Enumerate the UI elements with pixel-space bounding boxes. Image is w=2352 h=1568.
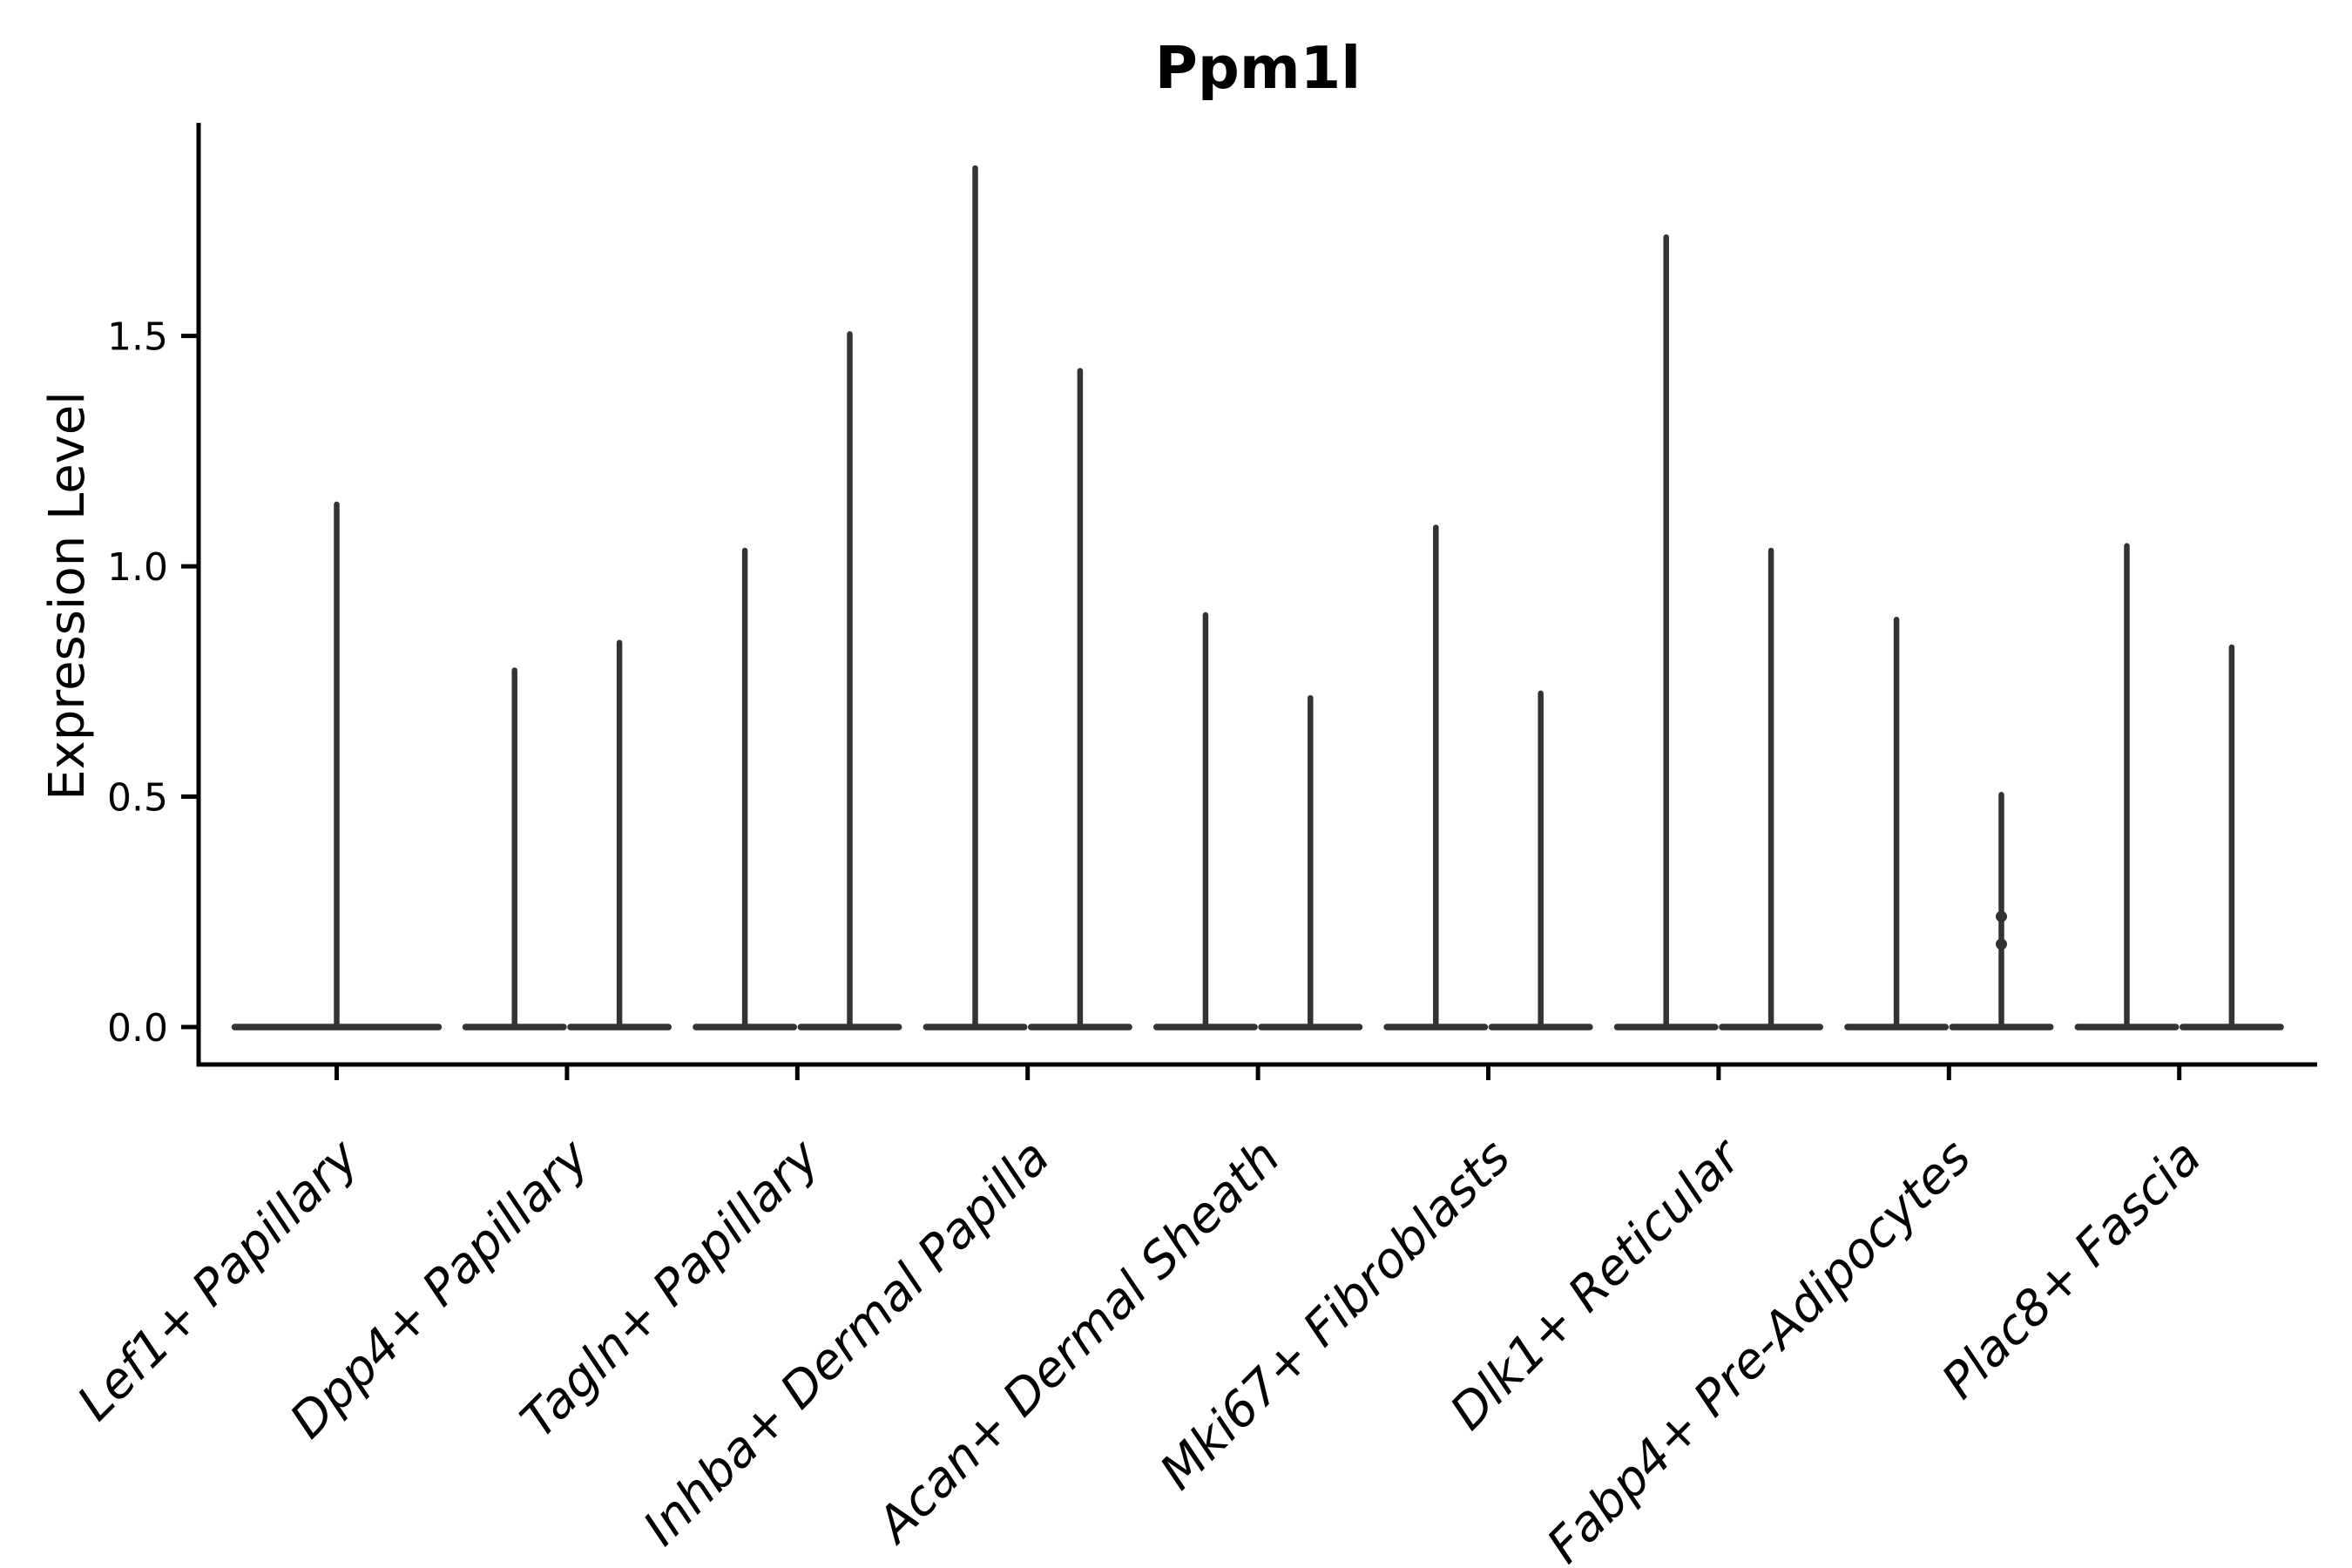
- violins: [231, 165, 2284, 1031]
- y-axis-label: Expression Level: [39, 391, 96, 801]
- violin-density-bump: [1996, 910, 2007, 923]
- y-tick-label: 0.0: [107, 1006, 168, 1051]
- violin-density-bump: [1996, 938, 2007, 950]
- plot-title: Ppm1l: [1155, 34, 1361, 102]
- y-ticks: 0.0 0.5 1.0 1.5: [107, 315, 199, 1051]
- x-tick-label: Inhba+ Dermal Papilla: [632, 1129, 1060, 1557]
- x-tick-label: Acan+ Dermal Sheath: [865, 1129, 1291, 1555]
- y-tick-label: 1.0: [107, 545, 168, 590]
- y-tick-label: 1.5: [107, 315, 168, 360]
- x-tick-label: Fabp4+ Pre-Adipocytes: [1537, 1129, 1982, 1568]
- y-tick-label: 0.5: [107, 776, 168, 821]
